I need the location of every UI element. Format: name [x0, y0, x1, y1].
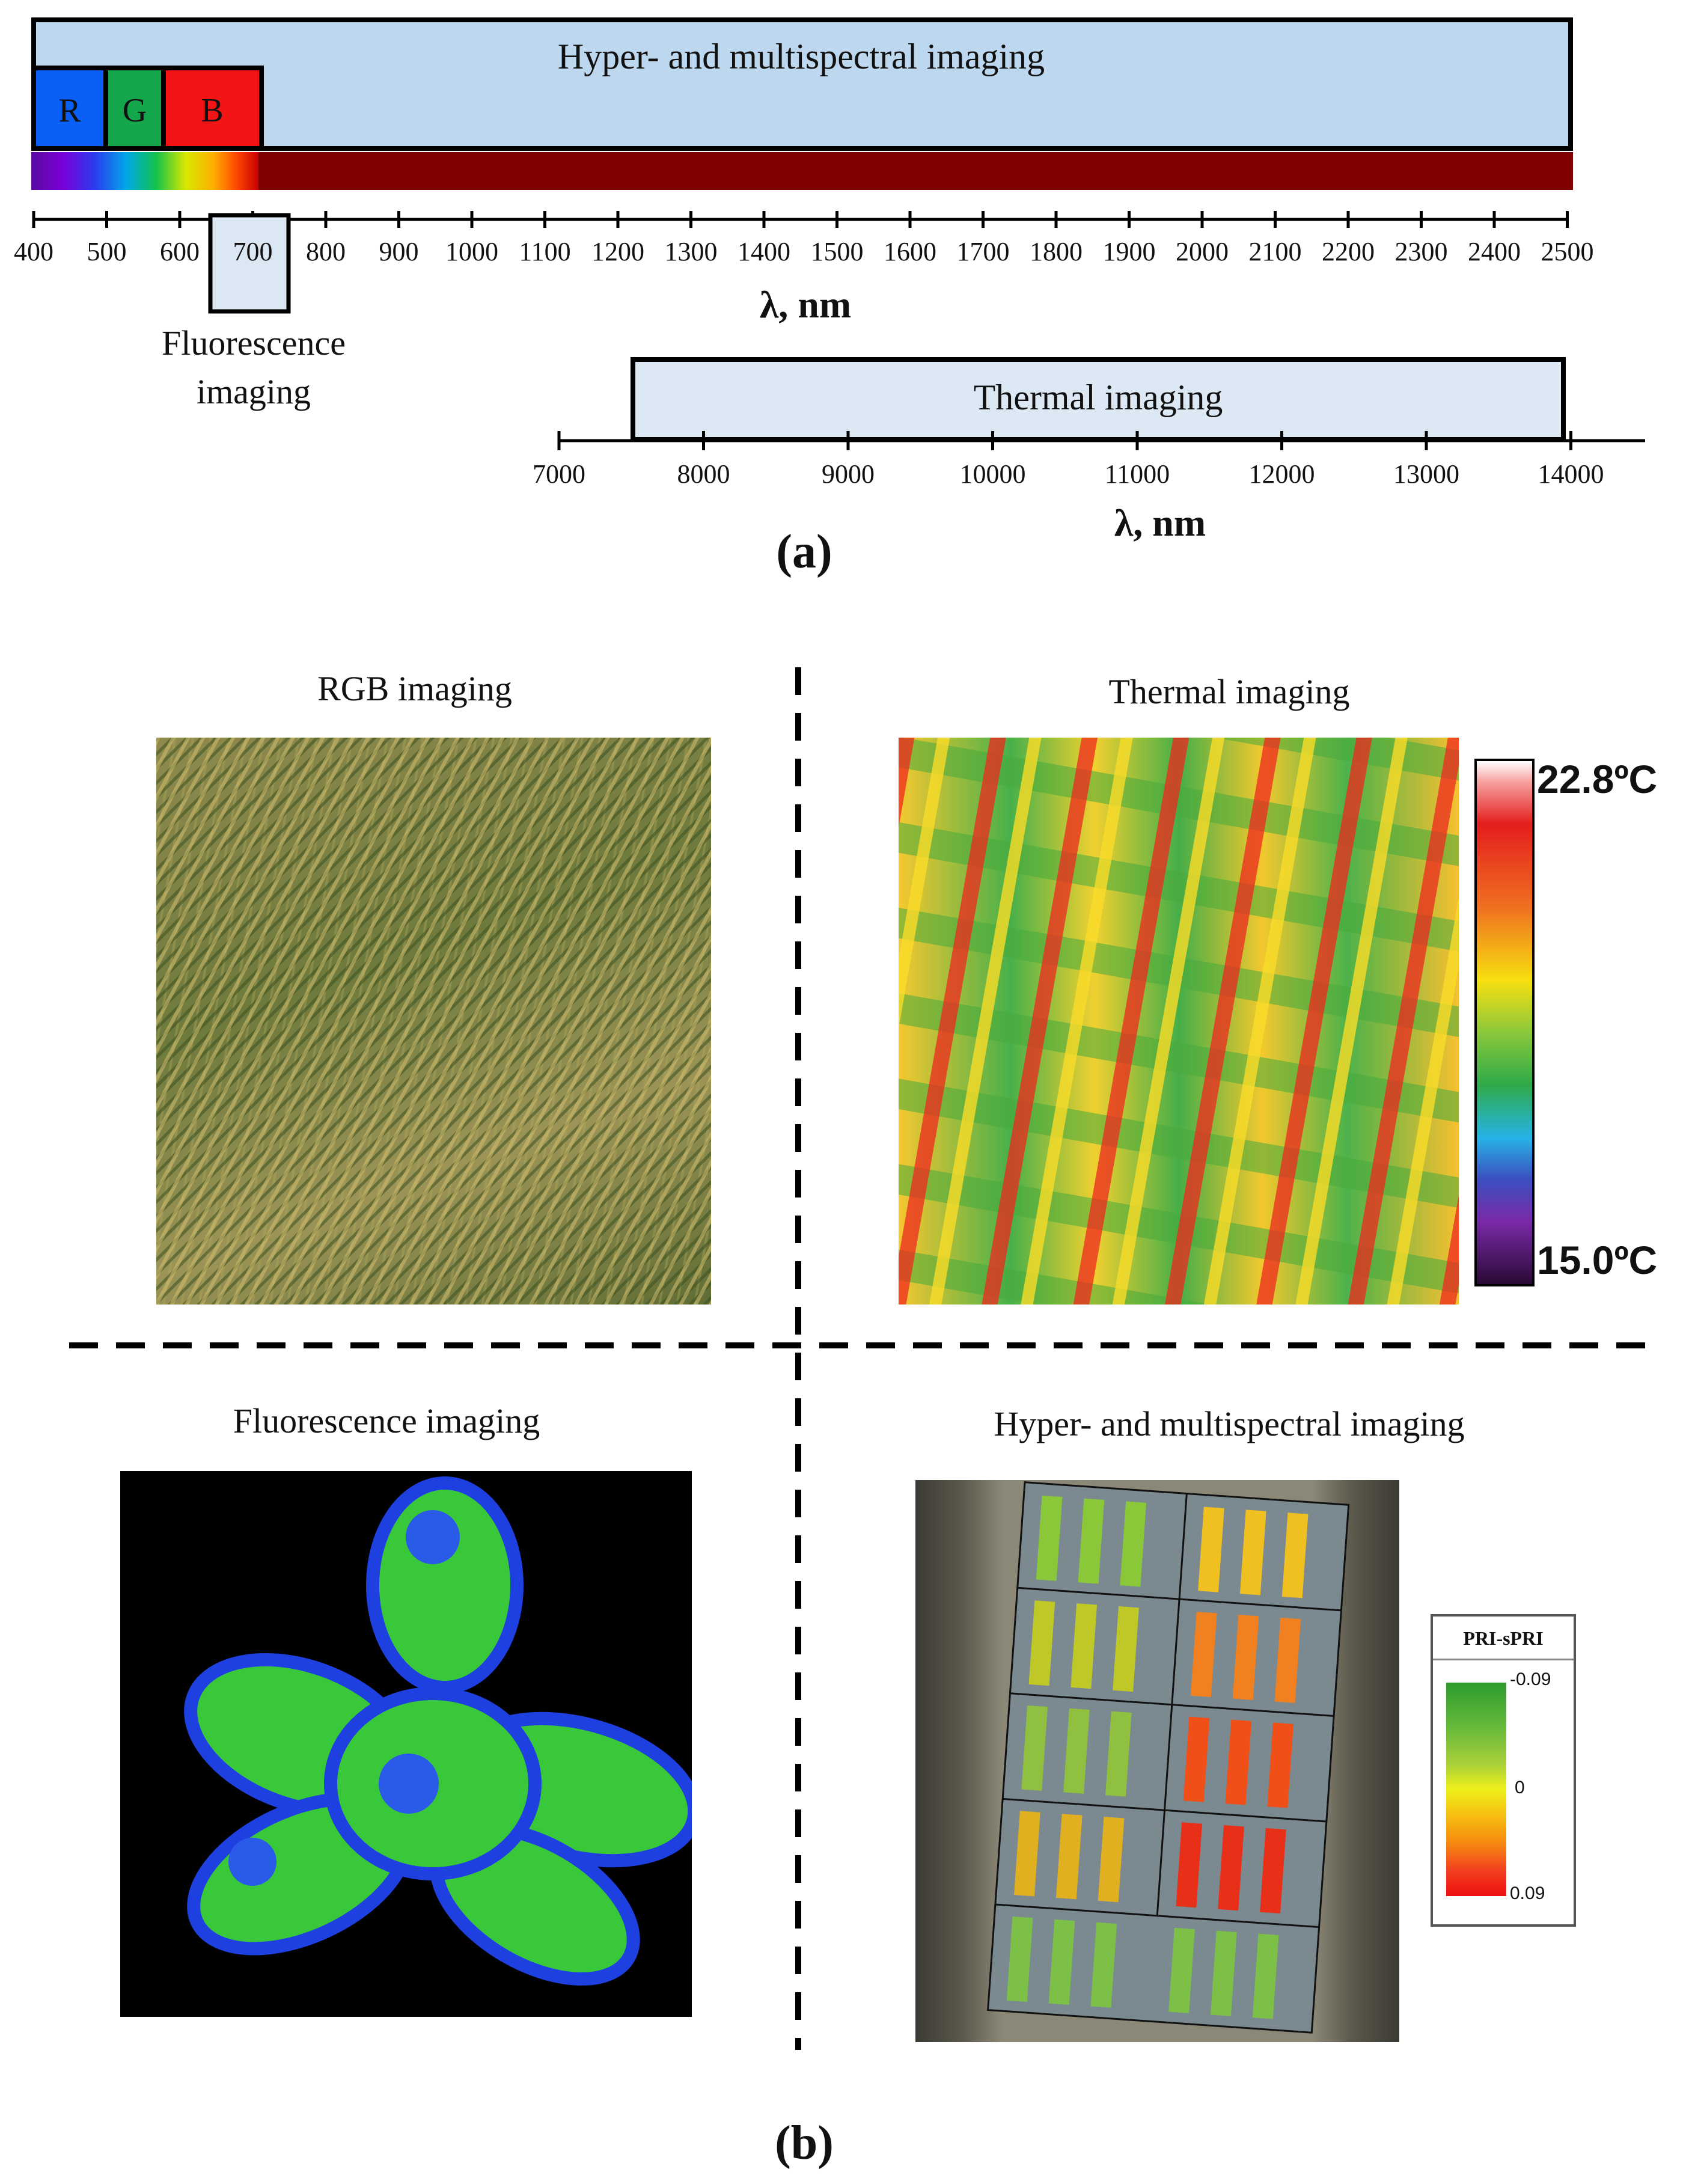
wavelength-tick-label: 500	[87, 237, 127, 266]
thermal-scale-min: 15.0ºC	[1537, 1238, 1658, 1282]
fluorescence-label-line1: Fluorescence	[162, 323, 346, 362]
pri-legend-top: -0.09	[1510, 1669, 1551, 1689]
thermal-range-bar	[631, 357, 1566, 442]
orchard-grid	[987, 1481, 1350, 2034]
wavelength-tick-label: 800	[306, 237, 346, 266]
fluorescence-range-box	[208, 213, 291, 314]
wavelength-tick-label: 1900	[1102, 237, 1156, 266]
pri-legend-bottom: 0.09	[1510, 1883, 1545, 1903]
wavelength-tick-label: 1400	[738, 237, 790, 266]
wavelength-tick-label: 1600	[884, 237, 936, 266]
hyperspectral-range-bar	[31, 17, 1573, 151]
pri-color-ramp	[1446, 1683, 1506, 1896]
rgb-box-g-label: G	[122, 92, 147, 129]
wavelength-tick-label: 1700	[956, 237, 1010, 266]
wavelength-tick-label: 2100	[1248, 237, 1302, 266]
visible-spectrum-bar	[31, 152, 258, 190]
spectrum-diagram	[31, 17, 1645, 450]
thermal-tick-label: 9000	[822, 459, 875, 489]
thermal-wavelength-axis	[557, 431, 1645, 450]
wavelength-tick-label: 1800	[1030, 237, 1083, 266]
hyperspectral-imaging-title: Hyper- and multispectral imaging	[994, 1404, 1465, 1443]
wavelength-tick-label: 1300	[664, 237, 718, 266]
wavelength-tick-label: 2000	[1176, 237, 1229, 266]
thermal-tick-label: 14000	[1538, 459, 1604, 489]
wavelength-tick-label: 2400	[1468, 237, 1521, 266]
horizontal-divider	[69, 1342, 1656, 1348]
thermal-tick-label: 10000	[959, 459, 1026, 489]
hyperspectral-orchard-image	[915, 1480, 1399, 2042]
wavelength-axis-title: λ, nm	[759, 283, 852, 326]
pri-legend: PRI-sPRI -0.09 0 0.09	[1431, 1614, 1576, 1927]
thermal-image	[899, 738, 1459, 1305]
vertical-divider	[795, 667, 801, 2050]
thermal-tick-label: 13000	[1393, 459, 1459, 489]
pri-legend-title: PRI-sPRI	[1463, 1627, 1544, 1649]
nir-spectrum-bar	[258, 152, 1573, 190]
wavelength-tick-label: 2300	[1394, 237, 1448, 266]
rgb-imaging-title: RGB imaging	[317, 669, 512, 708]
figure-label-a: (a)	[776, 525, 832, 578]
thermal-bar-label: Thermal imaging	[973, 378, 1223, 417]
fluorescence-label-line2: imaging	[196, 372, 311, 411]
pri-legend-divider	[1433, 1659, 1574, 1660]
wavelength-tick-label: 1100	[519, 237, 571, 266]
rgb-wheat-image	[156, 738, 711, 1305]
thermal-imaging-title: Thermal imaging	[1108, 672, 1350, 711]
thermal-tick-label: 7000	[533, 459, 585, 489]
rgb-box-r-label: R	[58, 92, 81, 129]
rgb-box-g	[103, 66, 166, 151]
rgb-box-r	[31, 66, 108, 151]
thermal-color-scale	[1474, 759, 1535, 1286]
wavelength-tick-label: 400	[14, 237, 53, 266]
wavelength-tick-label: 1200	[591, 237, 644, 266]
wavelength-tick-label: 1500	[810, 237, 864, 266]
wavelength-tick-label: 2500	[1541, 237, 1594, 266]
fluorescence-image	[120, 1471, 692, 2017]
thermal-tick-label: 11000	[1104, 459, 1170, 489]
rgb-box-b-label: B	[201, 92, 224, 129]
thermal-tick-label: 12000	[1248, 459, 1315, 489]
leaf-rosette-shape	[184, 1476, 692, 1986]
wavelength-tick-label: 700	[233, 237, 273, 266]
wavelength-tick-label: 2200	[1322, 237, 1375, 266]
rgb-box-b	[161, 66, 264, 151]
wavelength-tick-label: 900	[379, 237, 419, 266]
thermal-scale-max: 22.8ºC	[1537, 757, 1658, 801]
fluorescence-imaging-title: Fluorescence imaging	[233, 1401, 540, 1440]
wavelength-tick-label: 600	[160, 237, 200, 266]
pri-legend-mid: 0	[1515, 1778, 1525, 1797]
thermal-tick-label: 8000	[677, 459, 730, 489]
figure-label-b: (b)	[775, 2117, 834, 2170]
wavelength-tick-label: 1000	[445, 237, 498, 266]
thermal-axis-title: λ, nm	[1114, 501, 1206, 544]
hyperspectral-bar-label: Hyper- and multispectral imaging	[557, 37, 1045, 76]
